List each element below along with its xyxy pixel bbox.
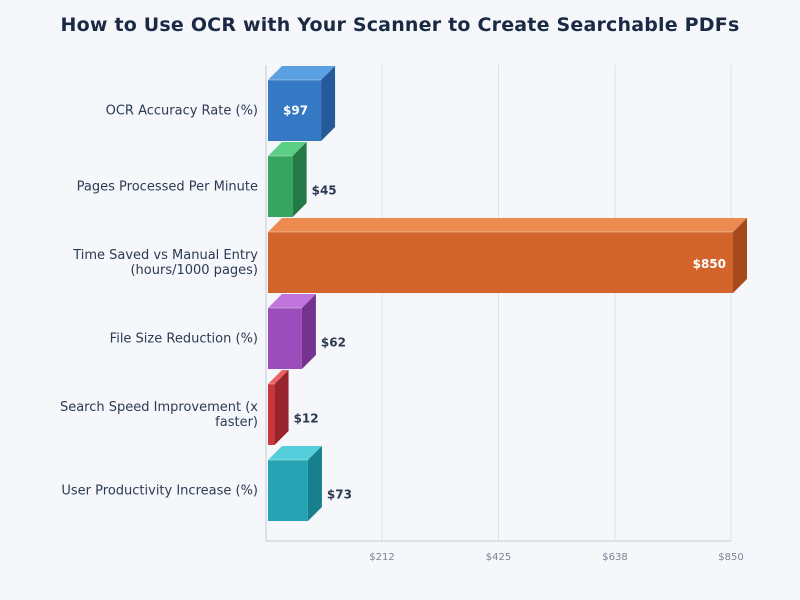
value-labels: $97 $45 $850 $62 $12 $73 (283, 104, 726, 502)
chart-title: How to Use OCR with Your Scanner to Crea… (60, 14, 740, 36)
bar-side-face (307, 446, 322, 521)
bar (268, 370, 289, 445)
x-tick-labels: $212 $425 $638 $850 (369, 552, 743, 563)
bar-top-face (268, 218, 747, 232)
bar-top-face (268, 66, 336, 80)
category-labels: OCR Accuracy Rate (%) Pages Processed Per… (60, 104, 258, 499)
category-label: Pages Processed Per Minute (77, 180, 258, 195)
bar-front-face (268, 308, 302, 369)
value-label: $850 (693, 257, 726, 271)
value-label: $73 (327, 488, 352, 502)
bar-side-face (274, 370, 289, 445)
bar-top-face (268, 294, 316, 308)
bar-top-face (268, 142, 307, 156)
bar-front-face (268, 460, 308, 521)
category-label: File Size Reduction (%) (110, 332, 258, 347)
bar-front-face (268, 80, 322, 141)
axes (265, 65, 731, 542)
x-tick-label: $638 (602, 552, 627, 563)
x-tick-label: $425 (486, 552, 511, 563)
bar (268, 218, 747, 293)
value-label: $62 (321, 336, 346, 350)
category-label: OCR Accuracy Rate (%) (106, 104, 258, 119)
category-label: User Productivity Increase (%) (61, 484, 258, 499)
bar-front-face (268, 232, 733, 293)
bar-front-face (268, 156, 293, 217)
bar (268, 142, 307, 217)
value-label: $12 (294, 412, 319, 426)
bar (268, 446, 322, 521)
category-label: Search Speed Improvement (x faster) (60, 400, 258, 430)
bar-top-face (268, 446, 322, 460)
x-tick-label: $212 (369, 552, 394, 563)
bar-side-face (292, 142, 307, 217)
value-label: $45 (312, 184, 337, 198)
bar-top-face (268, 370, 289, 384)
bar-side-face (733, 218, 747, 293)
bar-side-face (321, 66, 336, 141)
value-label: $97 (283, 104, 308, 118)
bar (268, 294, 316, 369)
bar-front-face (268, 384, 275, 445)
bar-side-face (301, 294, 316, 369)
bars (268, 66, 747, 521)
category-label: Time Saved vs Manual Entry (hours/1000 pa… (72, 248, 258, 278)
bar (268, 66, 336, 141)
x-tick-label: $850 (718, 552, 743, 563)
grid-lines (381, 65, 732, 541)
